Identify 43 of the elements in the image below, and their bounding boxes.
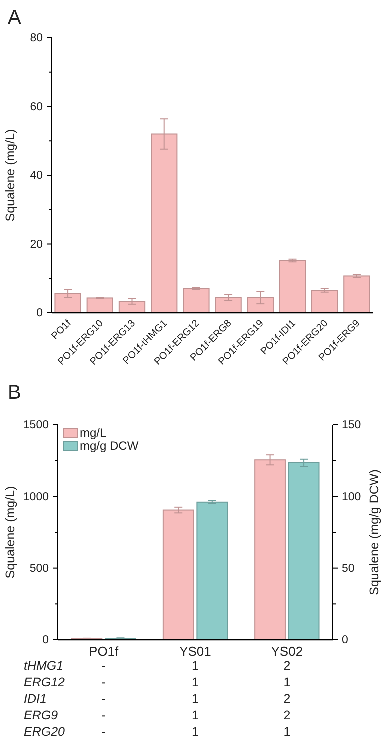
chart-title: B xyxy=(8,382,22,404)
text: - xyxy=(102,659,106,673)
x-tick-label: YS01 xyxy=(180,644,212,659)
y-tick-label: 0 xyxy=(42,634,49,647)
chart-title: A xyxy=(8,7,22,29)
text: 2 xyxy=(284,708,291,722)
y-tick-label: 500 xyxy=(30,563,49,576)
text: 1 xyxy=(192,659,200,673)
x-tick-label: YS02 xyxy=(271,644,304,659)
text: 1 xyxy=(284,725,291,739)
text: 1 xyxy=(192,708,200,722)
text: IDI1 xyxy=(24,692,47,706)
y2-axis-title: Squalene (mg/g DCW) xyxy=(367,470,382,596)
y-tick-label: 80 xyxy=(30,32,43,45)
x-tick-label: PO1f xyxy=(89,644,120,659)
text: 1 xyxy=(192,725,200,739)
text: 1 xyxy=(192,676,200,690)
text: 2 xyxy=(284,659,291,673)
legend-label: mg/g DCW xyxy=(80,439,140,453)
text: - xyxy=(102,692,106,706)
y-tick-label: 1000 xyxy=(23,491,49,504)
y-axis-title: Squalene (mg/L) xyxy=(3,129,18,222)
y-tick-label: 40 xyxy=(30,170,43,182)
text: ERG20 xyxy=(24,725,66,739)
text: - xyxy=(102,676,106,690)
text: 1 xyxy=(192,692,200,706)
y-tick-label: 60 xyxy=(30,101,43,114)
text: ERG12 xyxy=(24,676,66,690)
text: - xyxy=(102,725,106,739)
y-tick-label: 1500 xyxy=(23,420,49,432)
y2-tick-label: 100 xyxy=(342,491,362,504)
text: - xyxy=(102,708,106,722)
text: 1 xyxy=(284,676,291,690)
y-axis-title: Squalene (mg/L) xyxy=(3,486,18,579)
text: tHMG1 xyxy=(24,659,64,673)
y2-tick-label: 50 xyxy=(342,563,355,576)
y2-tick-label: 150 xyxy=(342,420,362,432)
text: 2 xyxy=(284,692,291,706)
y2-tick-label: 0 xyxy=(342,634,348,647)
legend-label: mg/L xyxy=(80,426,108,440)
y-tick-label: 20 xyxy=(30,238,43,251)
y-tick-label: 0 xyxy=(36,308,43,320)
text: ERG9 xyxy=(24,708,58,722)
